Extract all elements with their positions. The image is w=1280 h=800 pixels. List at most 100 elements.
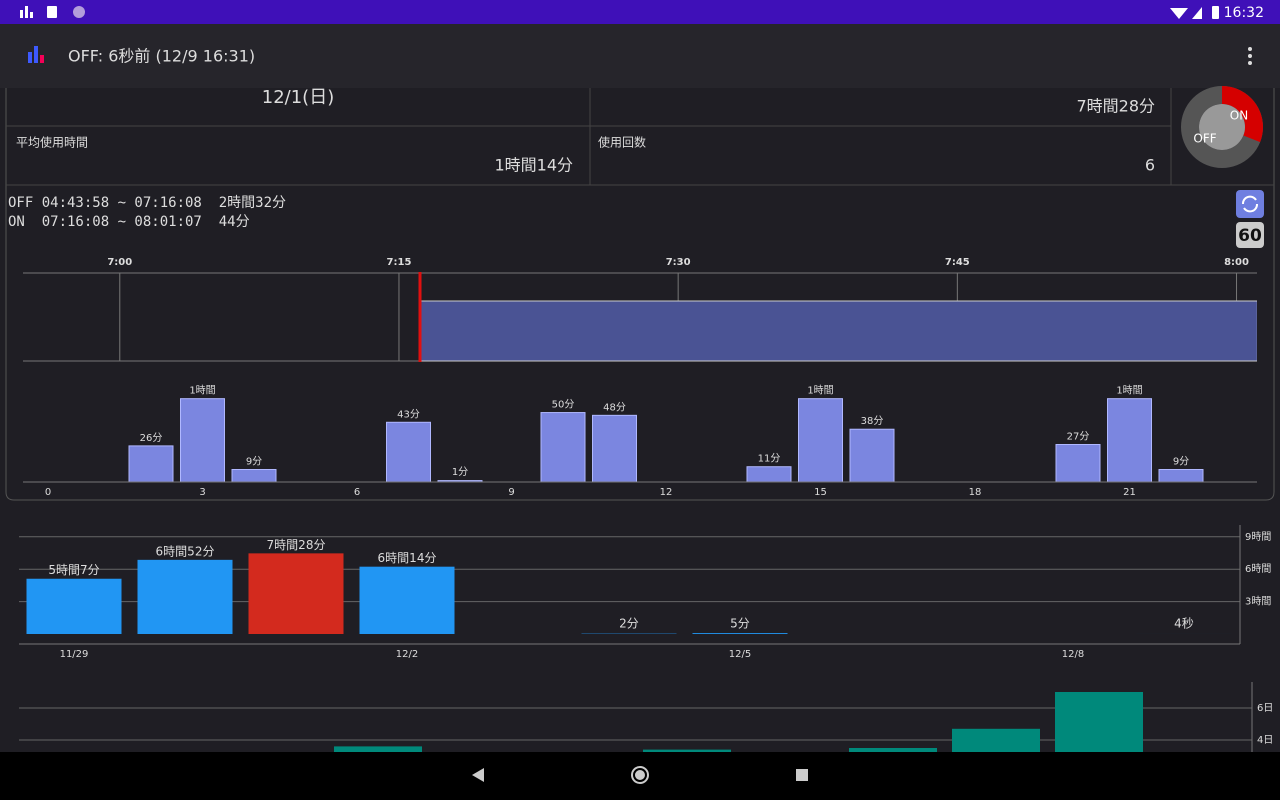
app-bar	[0, 24, 1280, 88]
bar	[26, 578, 122, 634]
bar	[334, 746, 422, 752]
bar	[128, 445, 174, 483]
date: 12/1(日)	[262, 87, 334, 108]
value-label: 7時間28分	[267, 538, 326, 552]
weekly-chart: 4日 6日	[19, 682, 1273, 752]
back-button[interactable]	[472, 768, 484, 782]
home-dot	[635, 770, 645, 780]
donut-on-label: ON	[1230, 109, 1248, 123]
app-title: OFF: 6秒前 (12/9 16:31)	[68, 47, 255, 66]
bar	[849, 748, 937, 752]
donut: ON OFF	[1181, 86, 1263, 168]
menu-button[interactable]	[1248, 47, 1252, 65]
interval-label: 60	[1238, 226, 1262, 246]
bar	[798, 398, 843, 483]
value-label: 1分	[452, 466, 468, 478]
timeline-tick-label: 7:15	[387, 257, 412, 268]
timeline-tick-label: 7:30	[666, 257, 691, 268]
x-tick-label: 3	[199, 487, 205, 498]
value-label: 26分	[140, 432, 163, 444]
average-label: 平均使用時間	[16, 135, 88, 150]
bar	[231, 469, 277, 483]
timeline-tick-label: 8:00	[1224, 257, 1249, 268]
bar	[1055, 692, 1143, 752]
bar	[1055, 444, 1101, 483]
hourly-chart: 0 26分 3 1時間 9分 6 43分 1分 9 50分 48分 12 11分 15 1時間 38分 18 27…	[23, 385, 1257, 498]
home-button[interactable]	[631, 766, 649, 784]
x-tick-label: 9	[508, 487, 514, 498]
bar	[592, 414, 637, 483]
timeline-tick-label: 7:00	[107, 257, 132, 268]
y-tick-label: 9時間	[1245, 531, 1271, 543]
status-icons	[20, 6, 1219, 19]
x-tick-label: 12	[660, 487, 673, 498]
x-tick-label: 15	[814, 487, 827, 498]
x-tick-label: 12/2	[396, 649, 418, 660]
bar	[540, 412, 586, 483]
average-value: 1時間14分	[494, 156, 573, 175]
card	[5, 88, 1275, 501]
value-label: 48分	[603, 401, 626, 413]
bar	[137, 559, 233, 634]
value-label: 11分	[758, 453, 781, 465]
daily-chart: 3時間 6時間 9時間 11/29 5時間7分 6時間52分 7時間28分 12/2 6時間14…	[19, 525, 1271, 660]
x-tick-label: 0	[45, 487, 51, 498]
value-label: 27分	[1067, 431, 1090, 443]
bar	[359, 566, 455, 634]
bar	[952, 728, 1040, 752]
x-tick-label: 11/29	[60, 649, 89, 660]
bar	[248, 553, 344, 634]
bar	[1107, 398, 1152, 483]
charts: 7:00 7:15 7:30 7:45 8:00 0 26分 3 1時間 9分 6 43分 1分 9 50分…	[19, 257, 1273, 752]
summary-grid	[6, 88, 1274, 186]
bar	[746, 466, 792, 483]
interval-button[interactable]	[1236, 222, 1264, 248]
value-label: 43分	[397, 408, 420, 420]
value-label: 38分	[861, 415, 884, 427]
value-label: 1時間	[189, 385, 215, 397]
bar	[643, 749, 731, 752]
value-label: 9分	[246, 456, 262, 468]
y-tick-label: 3時間	[1245, 596, 1271, 608]
y-tick-label: 4日	[1257, 735, 1273, 746]
clock: 16:32	[1224, 5, 1264, 21]
value-label: 5時間7分	[48, 563, 99, 577]
refresh-icon	[1242, 195, 1258, 213]
value-label: 5分	[730, 617, 750, 631]
donut-on	[1221, 86, 1263, 143]
on-segment	[419, 300, 1257, 362]
bar	[1158, 469, 1204, 483]
x-tick-label: 21	[1123, 487, 1136, 498]
log-line: OFF 04:43:58 ~ 07:16:08 2時間32分	[8, 195, 286, 211]
bar	[386, 421, 431, 483]
donut-off-label: OFF	[1193, 132, 1216, 146]
value-label: 50分	[552, 399, 575, 411]
timeline-tick-label: 7:45	[945, 257, 970, 268]
value-label: 6時間14分	[378, 551, 437, 565]
bar	[692, 633, 788, 634]
bar	[180, 398, 225, 483]
donut-hole	[1199, 104, 1245, 150]
value-label: 1時間	[1116, 385, 1142, 397]
app-icon	[28, 46, 44, 63]
x-tick-label: 18	[969, 487, 982, 498]
x-tick-label: 12/8	[1062, 649, 1084, 660]
y-tick-label: 6日	[1257, 703, 1273, 714]
value-label: 6時間52分	[156, 544, 215, 558]
x-tick-label: 12/5	[729, 649, 751, 660]
total-time: 7時間28分	[1076, 97, 1155, 116]
refresh-button[interactable]	[1236, 190, 1264, 218]
value-label: 2分	[619, 617, 639, 631]
value-label: 1時間	[807, 385, 833, 397]
value-label: 4秒	[1174, 617, 1194, 631]
status-bar	[0, 0, 1280, 24]
bar	[849, 428, 895, 483]
count-value: 6	[1145, 156, 1155, 175]
log-line: ON 07:16:08 ~ 08:01:07 44分	[8, 214, 250, 230]
x-tick-label: 6	[354, 487, 360, 498]
value-label: 9分	[1173, 456, 1189, 468]
count-label: 使用回数	[598, 135, 646, 150]
recents-button[interactable]	[796, 769, 808, 781]
y-tick-label: 6時間	[1245, 563, 1271, 575]
